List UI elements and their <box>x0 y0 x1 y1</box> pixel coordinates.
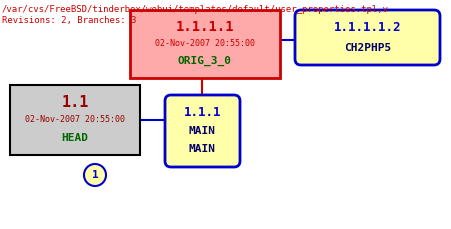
Text: /var/cvs/FreeBSD/tinderbox/webui/templates/default/user_properties.tpl,v: /var/cvs/FreeBSD/tinderbox/webui/templat… <box>2 5 388 14</box>
Bar <box>10 85 140 155</box>
Text: Revisions: 2, Branches: 3: Revisions: 2, Branches: 3 <box>2 16 136 25</box>
Text: 1.1.1.1.2: 1.1.1.1.2 <box>333 21 400 34</box>
Text: 1.1: 1.1 <box>61 95 88 110</box>
Text: ORIG_3_0: ORIG_3_0 <box>178 56 231 66</box>
Text: 02-Nov-2007 20:55:00: 02-Nov-2007 20:55:00 <box>25 115 125 125</box>
Text: HEAD: HEAD <box>61 133 88 143</box>
FancyBboxPatch shape <box>295 10 439 65</box>
Text: MAIN: MAIN <box>189 144 216 154</box>
FancyBboxPatch shape <box>165 95 239 167</box>
Text: 1.1.1: 1.1.1 <box>184 106 221 119</box>
Circle shape <box>84 164 106 186</box>
Text: 1: 1 <box>92 170 98 180</box>
Text: MAIN: MAIN <box>189 126 216 136</box>
Text: 02-Nov-2007 20:55:00: 02-Nov-2007 20:55:00 <box>155 39 254 49</box>
Text: CH2PHP5: CH2PHP5 <box>343 43 390 53</box>
Bar <box>130 10 279 78</box>
Text: 1.1.1.1: 1.1.1.1 <box>175 20 234 34</box>
